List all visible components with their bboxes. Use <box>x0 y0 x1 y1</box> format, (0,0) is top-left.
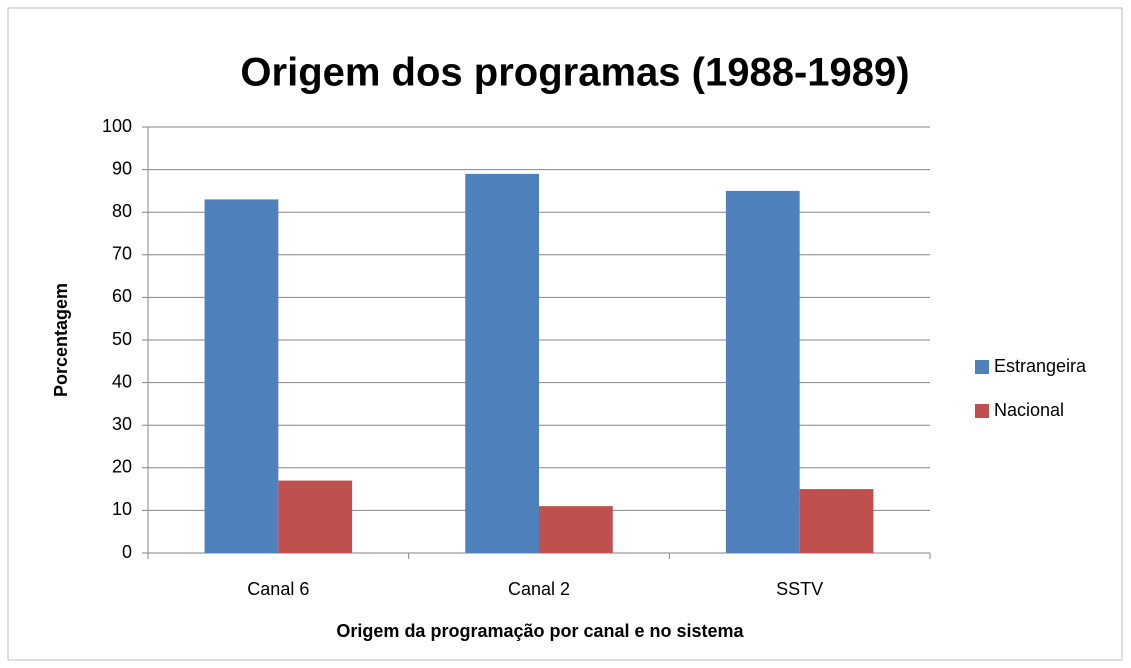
legend-label: Estrangeira <box>994 356 1087 376</box>
y-tick-label: 0 <box>122 542 132 562</box>
chart-border <box>7 7 1123 661</box>
chart-title: Origem dos programas (1988-1989) <box>240 51 909 95</box>
y-tick-label: 100 <box>102 116 132 136</box>
bar <box>539 506 613 553</box>
y-tick-label: 20 <box>112 457 132 477</box>
y-tick-label: 10 <box>112 499 132 519</box>
y-axis-title: Porcentagem <box>51 283 71 397</box>
x-tick-label: Canal 2 <box>508 579 570 599</box>
y-tick-label: 70 <box>112 244 132 264</box>
y-tick-label: 90 <box>112 158 132 178</box>
legend-swatch <box>975 360 989 374</box>
x-tick-label: Canal 6 <box>247 579 309 599</box>
y-tick-label: 30 <box>112 414 132 434</box>
y-tick-label: 40 <box>112 371 132 391</box>
bar <box>799 489 874 553</box>
y-tick-label: 50 <box>112 329 132 349</box>
bar <box>465 173 539 554</box>
bar <box>278 480 353 553</box>
bar <box>725 190 800 553</box>
x-tick-label: SSTV <box>776 579 823 599</box>
bar <box>204 199 279 554</box>
y-tick-label: 80 <box>112 201 132 221</box>
legend-swatch <box>975 404 989 418</box>
legend-label: Nacional <box>994 400 1064 420</box>
x-axis-title: Origem da programação por canal e no sis… <box>336 621 744 641</box>
y-tick-label: 60 <box>112 286 132 306</box>
